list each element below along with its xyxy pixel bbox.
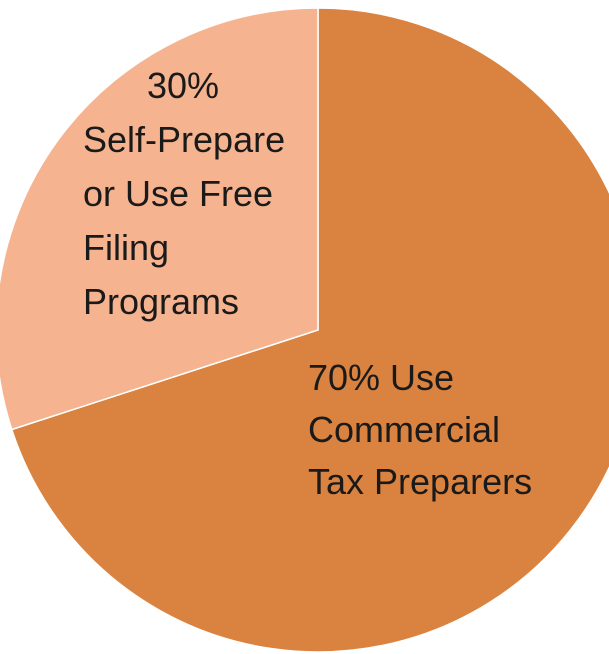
- slice-label-1-line-1: Self-Prepare: [83, 119, 285, 160]
- slice-label-1-line-2: or Use Free: [83, 173, 273, 214]
- pie-slice-1: [0, 7, 319, 431]
- slice-label-1: 30% Self-Prepare or Use Free Filing Programs: [83, 65, 285, 322]
- slice-label-1-line-0: 30%: [147, 65, 219, 106]
- slice-label-0: 70% Use Commercial Tax Preparers: [308, 357, 532, 502]
- pie-slice-0: [10, 7, 609, 653]
- slice-label-0-line-0: 70% Use: [308, 357, 454, 398]
- slice-label-1-line-4: Programs: [83, 281, 239, 322]
- slice-label-1-line-3: Filing: [83, 227, 169, 268]
- slice-label-0-line-2: Tax Preparers: [308, 461, 532, 502]
- slice-labels: 70% Use Commercial Tax Preparers 30% Self-Pr…: [83, 65, 532, 502]
- slice-label-0-line-1: Commercial: [308, 409, 500, 450]
- pie-slices: [0, 7, 609, 653]
